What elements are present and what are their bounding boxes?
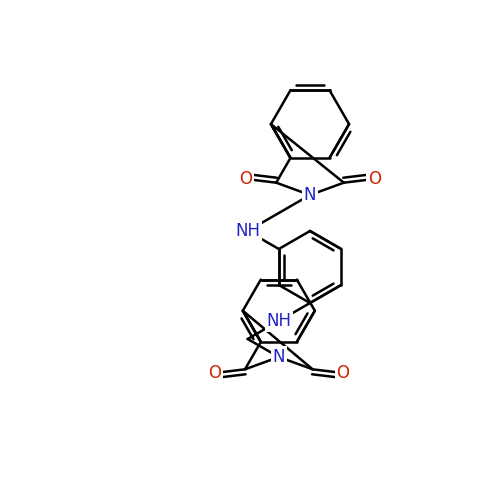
- Text: O: O: [240, 170, 252, 188]
- Text: O: O: [208, 364, 221, 382]
- Text: O: O: [336, 364, 349, 382]
- Text: N: N: [272, 348, 285, 366]
- Text: O: O: [368, 170, 380, 188]
- Text: N: N: [304, 186, 316, 204]
- Text: NH: NH: [235, 222, 260, 240]
- Text: NH: NH: [266, 312, 291, 330]
